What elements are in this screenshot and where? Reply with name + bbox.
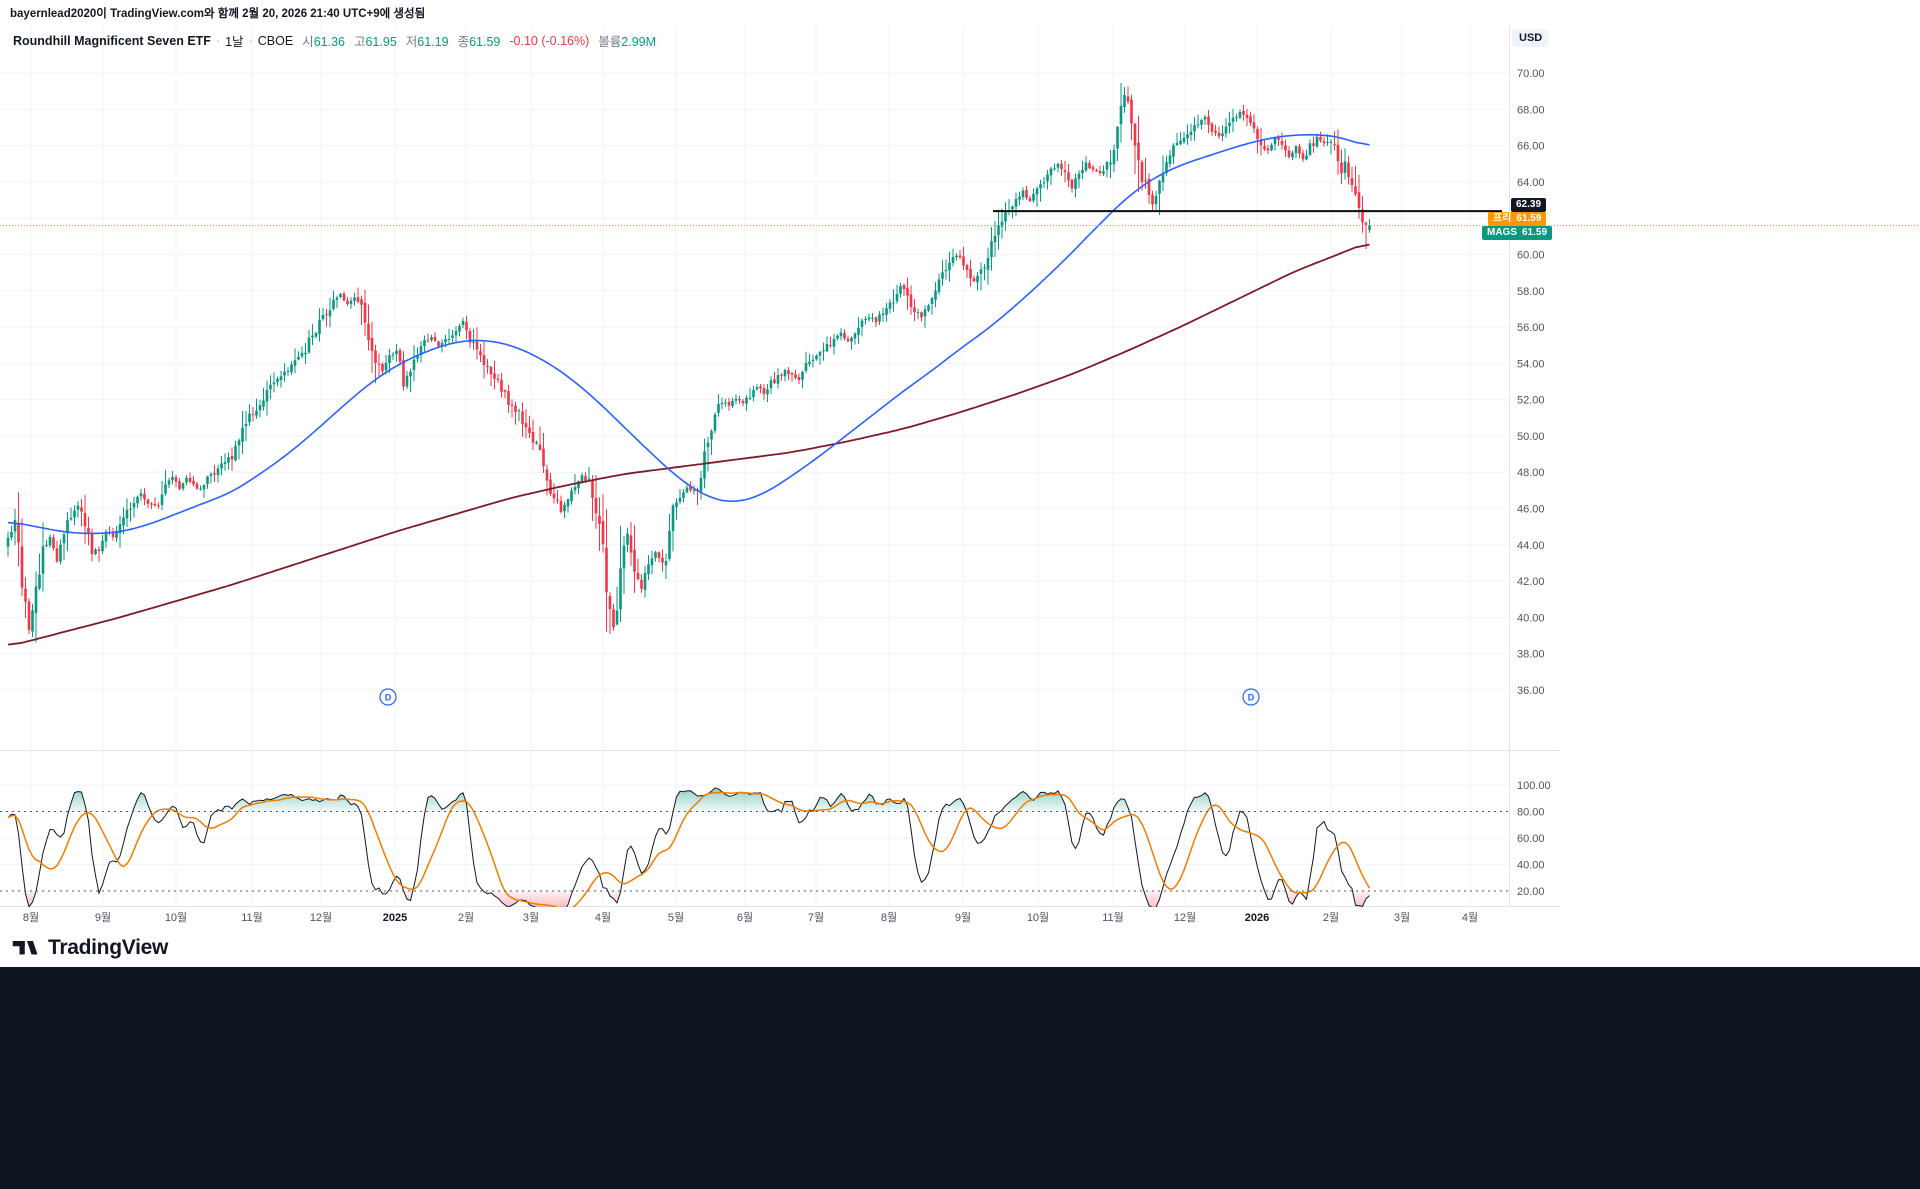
change-value: -0.10 (-0.16%) bbox=[509, 33, 590, 48]
price-tick-label: 40.00 bbox=[1517, 612, 1545, 624]
oscillator-tick-label: 60.00 bbox=[1517, 833, 1545, 845]
oscillator-oversold-fill bbox=[403, 891, 413, 901]
time-axis-label: 2025 bbox=[383, 912, 407, 924]
oscillator-tick-label: 80.00 bbox=[1517, 807, 1545, 819]
open-label: 시 bbox=[302, 35, 314, 49]
volume-value: 볼륨2.99M bbox=[598, 35, 657, 49]
time-axis-label: 2월 bbox=[1323, 911, 1339, 924]
interval-value[interactable]: 1날 bbox=[225, 35, 244, 49]
dividend-marker-label: D bbox=[1248, 693, 1255, 703]
time-axis-label: 11월 bbox=[1102, 911, 1124, 924]
premarket-price-badge: 프리 61.59 bbox=[1488, 212, 1547, 226]
oscillator-tick-label: 40.00 bbox=[1517, 860, 1545, 872]
symbol-legend: Roundhill Magnificent Seven ETF · 1날 · C… bbox=[13, 31, 656, 50]
tradingview-footer: TradingView bbox=[12, 931, 168, 965]
grid bbox=[0, 26, 1560, 907]
oscillator-overbought-fill bbox=[1187, 792, 1213, 812]
legend-separator: · bbox=[248, 33, 253, 48]
time-axis-label: 4월 bbox=[595, 911, 611, 924]
price-tick-label: 48.00 bbox=[1517, 467, 1545, 479]
time-axis-label: 12월 bbox=[310, 911, 332, 924]
line-price-badge: 62.39 bbox=[1511, 198, 1547, 212]
time-axis-label: 7월 bbox=[808, 911, 824, 924]
ma-200-line[interactable] bbox=[7, 243, 1370, 646]
price-tick-label: 68.00 bbox=[1517, 104, 1545, 116]
price-tick-label: 36.00 bbox=[1517, 685, 1545, 697]
currency-button[interactable]: USD bbox=[1512, 29, 1550, 47]
time-axis-label: 3월 bbox=[523, 911, 539, 924]
time-axis-label: 10월 bbox=[165, 911, 187, 924]
time-axis-label: 10월 bbox=[1027, 911, 1049, 924]
open-value: 시61.36 bbox=[302, 35, 345, 49]
oscillator-tick-label: 20.00 bbox=[1517, 886, 1545, 898]
tradingview-wordmark[interactable]: TradingView bbox=[48, 936, 169, 959]
oscillator-overbought-fill bbox=[68, 791, 87, 812]
oscillator-oversold-fill bbox=[1352, 891, 1370, 907]
time-axis-label: 12월 bbox=[1174, 911, 1196, 924]
time-axis-label: 2026 bbox=[1245, 912, 1269, 924]
time-axis-label: 5월 bbox=[668, 911, 684, 924]
dividend-marker-label: D bbox=[385, 693, 392, 703]
oscillator-pane[interactable] bbox=[7, 787, 1371, 914]
oscillator-oversold-fill bbox=[25, 891, 37, 907]
price-tick-label: 60.00 bbox=[1517, 250, 1545, 262]
time-axis-label: 9월 bbox=[955, 911, 971, 924]
oscillator-overbought-fill bbox=[1000, 790, 1067, 812]
price-tick-label: 38.00 bbox=[1517, 649, 1545, 661]
bottom-dark-bar bbox=[0, 967, 1920, 1189]
symbol-title[interactable]: Roundhill Magnificent Seven ETF bbox=[13, 33, 211, 48]
oscillator-overbought-fill bbox=[425, 792, 468, 812]
time-axis-label: 3월 bbox=[1394, 911, 1410, 924]
candles[interactable] bbox=[6, 83, 1371, 643]
exchange-value: CBOE bbox=[257, 33, 294, 48]
oscillator-oversold-fill bbox=[483, 891, 573, 907]
price-tick-label: 58.00 bbox=[1517, 286, 1545, 298]
attribution-text: bayernlead2020이 TradingView.com와 함께 2월 2… bbox=[10, 8, 426, 20]
price-tick-label: 50.00 bbox=[1517, 431, 1545, 443]
price-tick-label: 56.00 bbox=[1517, 322, 1545, 334]
oscillator-main-line bbox=[7, 787, 1370, 907]
price-tick-label: 46.00 bbox=[1517, 504, 1545, 516]
oscillator-overbought-fill bbox=[941, 798, 967, 812]
time-axis-label: 4월 bbox=[1462, 911, 1478, 924]
high-value: 고61.95 bbox=[353, 35, 397, 49]
time-axis-label: 8월 bbox=[881, 911, 897, 924]
premarket-label: 프리 bbox=[1493, 213, 1512, 224]
oscillator-overbought-fill bbox=[215, 794, 360, 812]
price-tick-label: 66.00 bbox=[1517, 141, 1545, 153]
oscillator-tick-label: 100.00 bbox=[1517, 780, 1551, 792]
price-tick-label: 70.00 bbox=[1517, 68, 1545, 80]
price-chart-canvas[interactable]: D D36.0038.0040.0042.0044.0046.0048.0050.… bbox=[0, 0, 1920, 965]
price-tick-label: 42.00 bbox=[1517, 576, 1545, 588]
oscillator-signal-line bbox=[7, 791, 1371, 907]
time-axis-label: 2월 bbox=[458, 911, 474, 924]
symbol-price-badge: MAGS 61.59 bbox=[1482, 226, 1553, 240]
ma-50-line[interactable] bbox=[7, 133, 1370, 535]
close-value: 종61.59 bbox=[457, 35, 501, 49]
price-tick-label: 54.00 bbox=[1517, 358, 1545, 370]
volume-label: 볼륨 bbox=[598, 35, 622, 49]
time-axis-label: 6월 bbox=[737, 911, 753, 924]
price-tick-label: 64.00 bbox=[1517, 177, 1545, 189]
tradingview-logo-icon[interactable] bbox=[12, 935, 39, 962]
time-axis-label: 9월 bbox=[95, 911, 111, 924]
oscillator-overbought-fill bbox=[673, 787, 770, 812]
high-label: 고 bbox=[353, 35, 366, 49]
symbol-ticker: MAGS bbox=[1487, 227, 1517, 238]
time-axis-label: 8월 bbox=[23, 911, 39, 924]
price-tick-label: 52.00 bbox=[1517, 395, 1545, 407]
close-label: 종 bbox=[457, 35, 470, 49]
time-axis-label: 11월 bbox=[241, 911, 263, 924]
oscillator-overbought-fill bbox=[132, 792, 151, 812]
low-value: 저61.19 bbox=[405, 35, 449, 49]
price-tick-label: 44.00 bbox=[1517, 540, 1545, 552]
legend-separator: · bbox=[215, 33, 221, 48]
low-label: 저 bbox=[405, 35, 418, 49]
